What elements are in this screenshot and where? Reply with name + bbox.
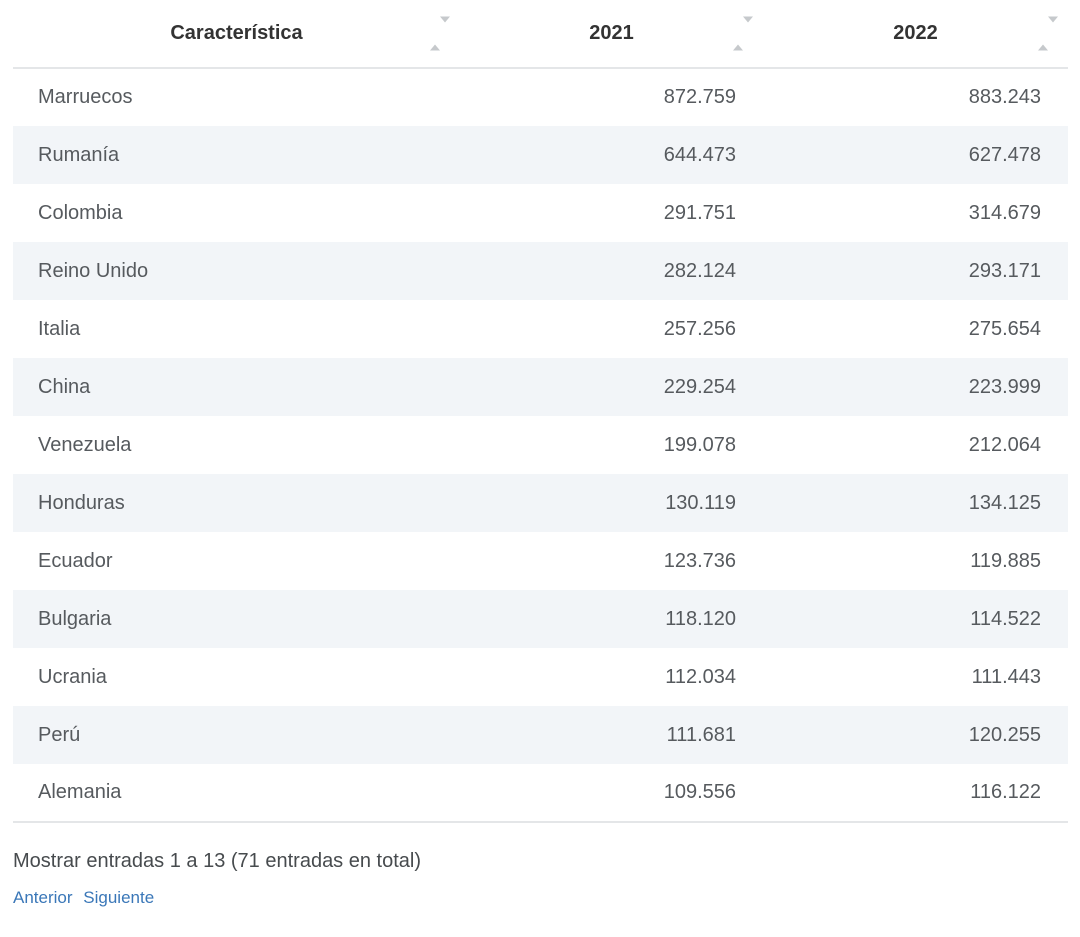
value-2022-cell: 223.999 [968, 375, 1041, 398]
value-2022-cell: 111.443 [971, 665, 1041, 688]
country-cell: Ecuador [38, 549, 113, 572]
value-2022-cell: 134.125 [968, 491, 1041, 514]
value-2022-cell: 627.478 [968, 143, 1041, 166]
value-2022-cell: 212.064 [968, 433, 1041, 456]
header-row: Característica 2021 2022 [13, 0, 1068, 69]
sort-icon[interactable] [1038, 16, 1058, 50]
value-2021-cell: 291.751 [663, 201, 736, 224]
sort-icon[interactable] [733, 16, 753, 50]
sort-down-arrow-icon [1048, 16, 1058, 44]
value-2021-cell: 109.556 [460, 764, 763, 823]
pagination: Anterior Siguiente [13, 888, 1080, 908]
sort-down-arrow-icon [440, 16, 450, 44]
column-header-caracteristica[interactable]: Característica [13, 0, 460, 69]
table-row: Reino Unido 282.124 293.171 [13, 242, 1068, 300]
value-2022-cell: 883.243 [968, 86, 1041, 108]
sort-down-arrow-icon [743, 16, 753, 44]
value-2021-cell: 872.759 [663, 86, 736, 108]
value-2021-cell: 123.736 [663, 549, 736, 572]
pagination-previous-link[interactable]: Anterior [13, 888, 73, 907]
country-cell: Colombia [38, 201, 123, 224]
table-header: Característica 2021 2022 [13, 0, 1068, 69]
country-cell: China [38, 375, 91, 398]
table-row: China 229.254 223.999 [13, 358, 1068, 416]
sort-icon[interactable] [430, 16, 450, 50]
value-2021-cell: 644.473 [663, 143, 736, 166]
table-row: Colombia 291.751 314.679 [13, 184, 1068, 242]
table-row: Perú 111.681 120.255 [13, 706, 1068, 764]
entries-summary: Mostrar entradas 1 a 13 (71 entradas en … [13, 850, 422, 872]
value-2021-cell: 118.120 [665, 607, 736, 630]
value-2021-cell: 282.124 [663, 259, 736, 282]
country-cell: Perú [38, 723, 81, 746]
value-2021-cell: 111.681 [666, 723, 736, 746]
country-cell: Marruecos [38, 86, 133, 108]
country-cell: Ucrania [38, 665, 107, 688]
table-row: Marruecos 872.759 883.243 [13, 68, 1068, 126]
pagination-next-link[interactable]: Siguiente [83, 888, 155, 907]
table-row: Ucrania 112.034 111.443 [13, 648, 1068, 706]
value-2021-cell: 130.119 [665, 491, 736, 514]
country-cell: Italia [38, 317, 81, 340]
table-body: Marruecos 872.759 883.243 Rumanía 644.47… [13, 68, 1068, 823]
value-2022-cell: 314.679 [968, 201, 1041, 224]
country-cell: Honduras [38, 491, 125, 514]
data-table: Característica 2021 2022 [13, 0, 1068, 823]
table-container: Característica 2021 2022 [13, 0, 1068, 823]
value-2022-cell: 119.885 [970, 549, 1041, 572]
table-row: Bulgaria 118.120 114.522 [13, 590, 1068, 648]
column-header-2022[interactable]: 2022 [763, 0, 1068, 69]
sort-up-arrow-icon [1038, 22, 1048, 50]
country-cell: Rumanía [38, 143, 120, 166]
value-2021-cell: 199.078 [663, 433, 736, 456]
table-row: Rumanía 644.473 627.478 [13, 126, 1068, 184]
column-header-label: Característica [170, 22, 303, 44]
country-cell: Reino Unido [38, 259, 149, 282]
table-row: Alemania 109.556 116.122 [13, 764, 1068, 823]
column-header-label: 2021 [589, 22, 634, 44]
table-row: Ecuador 123.736 119.885 [13, 532, 1068, 590]
country-cell: Alemania [13, 764, 460, 823]
table-row: Venezuela 199.078 212.064 [13, 416, 1068, 474]
sort-up-arrow-icon [430, 22, 440, 50]
country-cell: Venezuela [38, 433, 132, 456]
country-cell: Bulgaria [38, 607, 112, 630]
value-2021-cell: 257.256 [663, 317, 736, 340]
column-header-label: 2022 [893, 22, 938, 44]
column-header-2021[interactable]: 2021 [460, 0, 763, 69]
value-2021-cell: 112.034 [665, 665, 736, 688]
value-2022-cell: 114.522 [970, 607, 1041, 630]
value-2021-cell: 229.254 [663, 375, 736, 398]
value-2022-cell: 116.122 [763, 764, 1068, 823]
value-2022-cell: 275.654 [968, 317, 1041, 340]
value-2022-cell: 293.171 [968, 259, 1041, 282]
table-footer: Mostrar entradas 1 a 13 (71 entradas en … [0, 850, 1080, 908]
table-row: Honduras 130.119 134.125 [13, 474, 1068, 532]
value-2022-cell: 120.255 [968, 723, 1041, 746]
table-row: Italia 257.256 275.654 [13, 300, 1068, 358]
sort-up-arrow-icon [733, 22, 743, 50]
